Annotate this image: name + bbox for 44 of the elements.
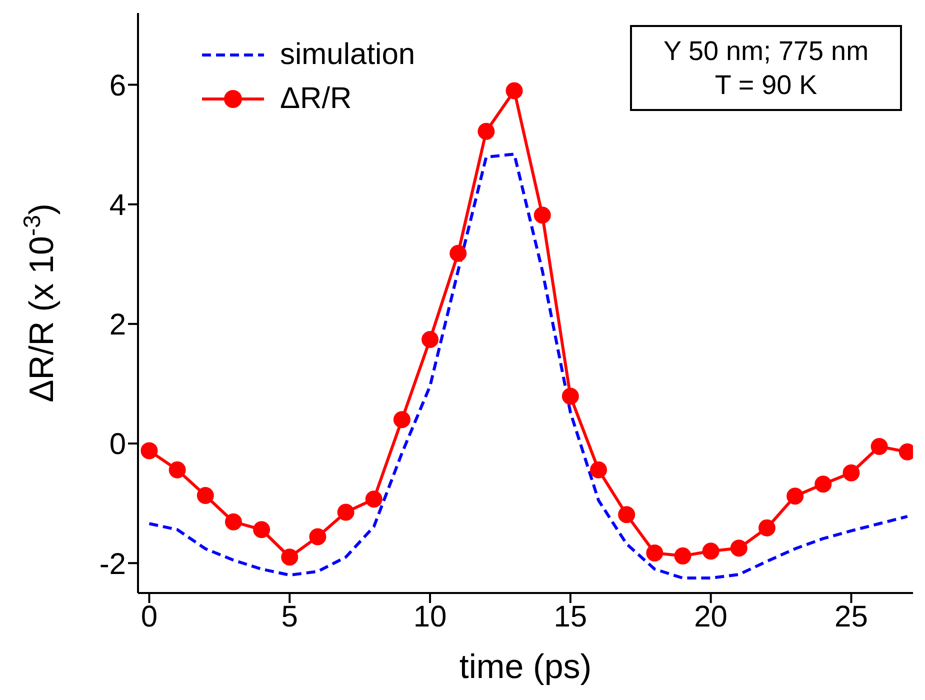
point (758, 519, 776, 536)
y-tick-label: 6 (109, 69, 126, 102)
x-axis-title: time (ps) (459, 648, 592, 686)
line-series (148, 152, 909, 580)
x-tick-label: 0 (140, 600, 158, 634)
point (646, 544, 664, 562)
x-tick-label: 10 (413, 600, 447, 634)
point (168, 461, 186, 478)
x-tick-label: 25 (834, 600, 868, 634)
point (337, 504, 354, 521)
point (281, 548, 298, 566)
x-tick-label: 5 (281, 600, 298, 634)
point (422, 330, 439, 348)
annotation: T = 90 K (714, 70, 818, 100)
point (730, 540, 748, 557)
point (534, 206, 551, 224)
point (309, 528, 326, 546)
x-tick-label: 15 (554, 600, 588, 634)
point (450, 244, 467, 262)
point (140, 442, 158, 460)
point (618, 506, 636, 524)
point (196, 487, 214, 504)
point (786, 488, 804, 505)
x-tick-label: 20 (694, 600, 728, 634)
point (365, 490, 382, 508)
y-tick-label: -2 (99, 548, 126, 581)
y-tick-label: 0 (109, 428, 126, 462)
point (702, 542, 720, 560)
legend-label: simulation (280, 38, 416, 72)
legend-label: ΔR/R (280, 82, 352, 116)
point (562, 388, 579, 405)
point (478, 122, 495, 140)
point (506, 82, 523, 100)
point (590, 461, 608, 478)
point (224, 513, 242, 530)
point (674, 547, 692, 564)
point (842, 464, 860, 482)
point (870, 438, 888, 456)
point (253, 521, 270, 538)
point (393, 411, 410, 428)
y-tick-label: 2 (109, 308, 126, 342)
point (814, 476, 832, 493)
y-tick-label: 4 (109, 188, 126, 222)
annotation: Y 50 nm; 775 nm (663, 36, 869, 66)
